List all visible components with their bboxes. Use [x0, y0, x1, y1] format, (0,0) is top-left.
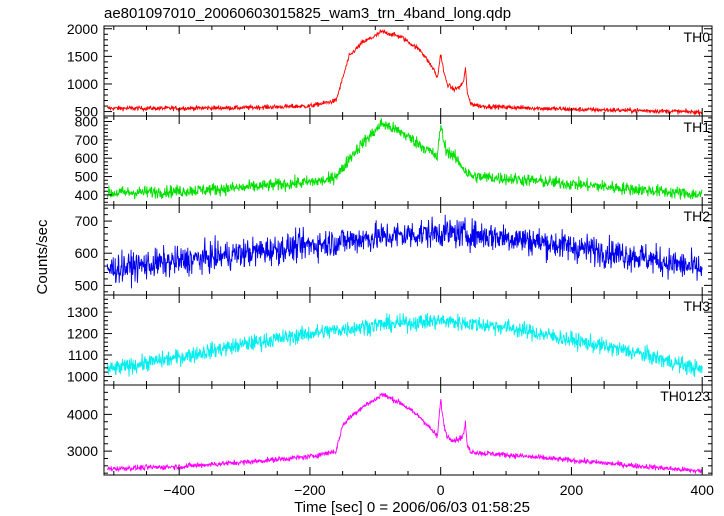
y-tick-label: 1000	[67, 76, 98, 92]
panels: 500 1000 1500 2000 TH0 400 500 600 700 800 TH1 500 6…	[67, 21, 713, 476]
y-tick-label: 3000	[67, 443, 98, 459]
y-tick-label: 500	[75, 104, 99, 120]
y-tick-label: 600	[75, 245, 99, 261]
y-tick-label: 1500	[67, 48, 98, 64]
series-line-th2	[106, 214, 703, 289]
chart-title: ae801097010_20060603015825_wam3_trn_4ban…	[104, 5, 511, 22]
y-tick-label: 1100	[68, 347, 98, 363]
y-tick-label: 4000	[67, 406, 98, 422]
panel-th3: 1000 1100 1200 1300 TH3	[67, 294, 713, 386]
y-tick-label: 700	[75, 132, 99, 148]
y-tick-label: 700	[75, 213, 99, 229]
x-tick-label: −200	[294, 482, 326, 498]
panel-frame	[103, 204, 713, 296]
panel-frame	[103, 294, 713, 386]
series-line-th1	[106, 118, 703, 200]
series-line-th3	[106, 312, 703, 377]
x-tick-label: 400	[691, 482, 715, 498]
y-tick-label: 400	[75, 187, 99, 203]
y-tick-label: 800	[75, 114, 99, 130]
y-tick-label: 500	[75, 169, 99, 185]
y-tick-label: 1000	[67, 368, 98, 384]
panel-th0123: 3000 4000 TH0123	[67, 384, 713, 476]
panel-frame	[103, 384, 713, 476]
x-tick-labels: −400 −200 0 200 400	[163, 482, 714, 498]
y-tick-label: 600	[75, 150, 99, 166]
y-tick-label: 1200	[67, 326, 98, 342]
y-tick-label: 500	[75, 277, 99, 293]
y-axis-title: Counts/sec	[34, 219, 51, 295]
y-tick-label: 1300	[67, 304, 98, 320]
x-tick-label: −400	[163, 482, 195, 498]
panel-th1: 400 500 600 700 800 TH1	[75, 114, 713, 206]
panel-frame	[103, 25, 713, 117]
series-line-th0	[106, 28, 703, 117]
x-tick-label: 200	[560, 482, 584, 498]
series-label-th2: TH2	[684, 208, 711, 224]
series-label-th0: TH0	[684, 29, 711, 45]
series-label-th1: TH1	[684, 119, 711, 135]
x-tick-label: 0	[437, 482, 445, 498]
panel-th0: 500 1000 1500 2000 TH0	[67, 21, 713, 120]
panel-th2: 500 600 700 TH2	[75, 204, 713, 296]
series-label-th3: TH3	[684, 298, 711, 314]
x-axis-title: Time [sec] 0 = 2006/06/03 01:58:25	[294, 499, 530, 516]
series-line-th0123	[106, 392, 703, 475]
y-tick-label: 2000	[67, 21, 98, 37]
series-label-th0123: TH0123	[660, 388, 710, 404]
